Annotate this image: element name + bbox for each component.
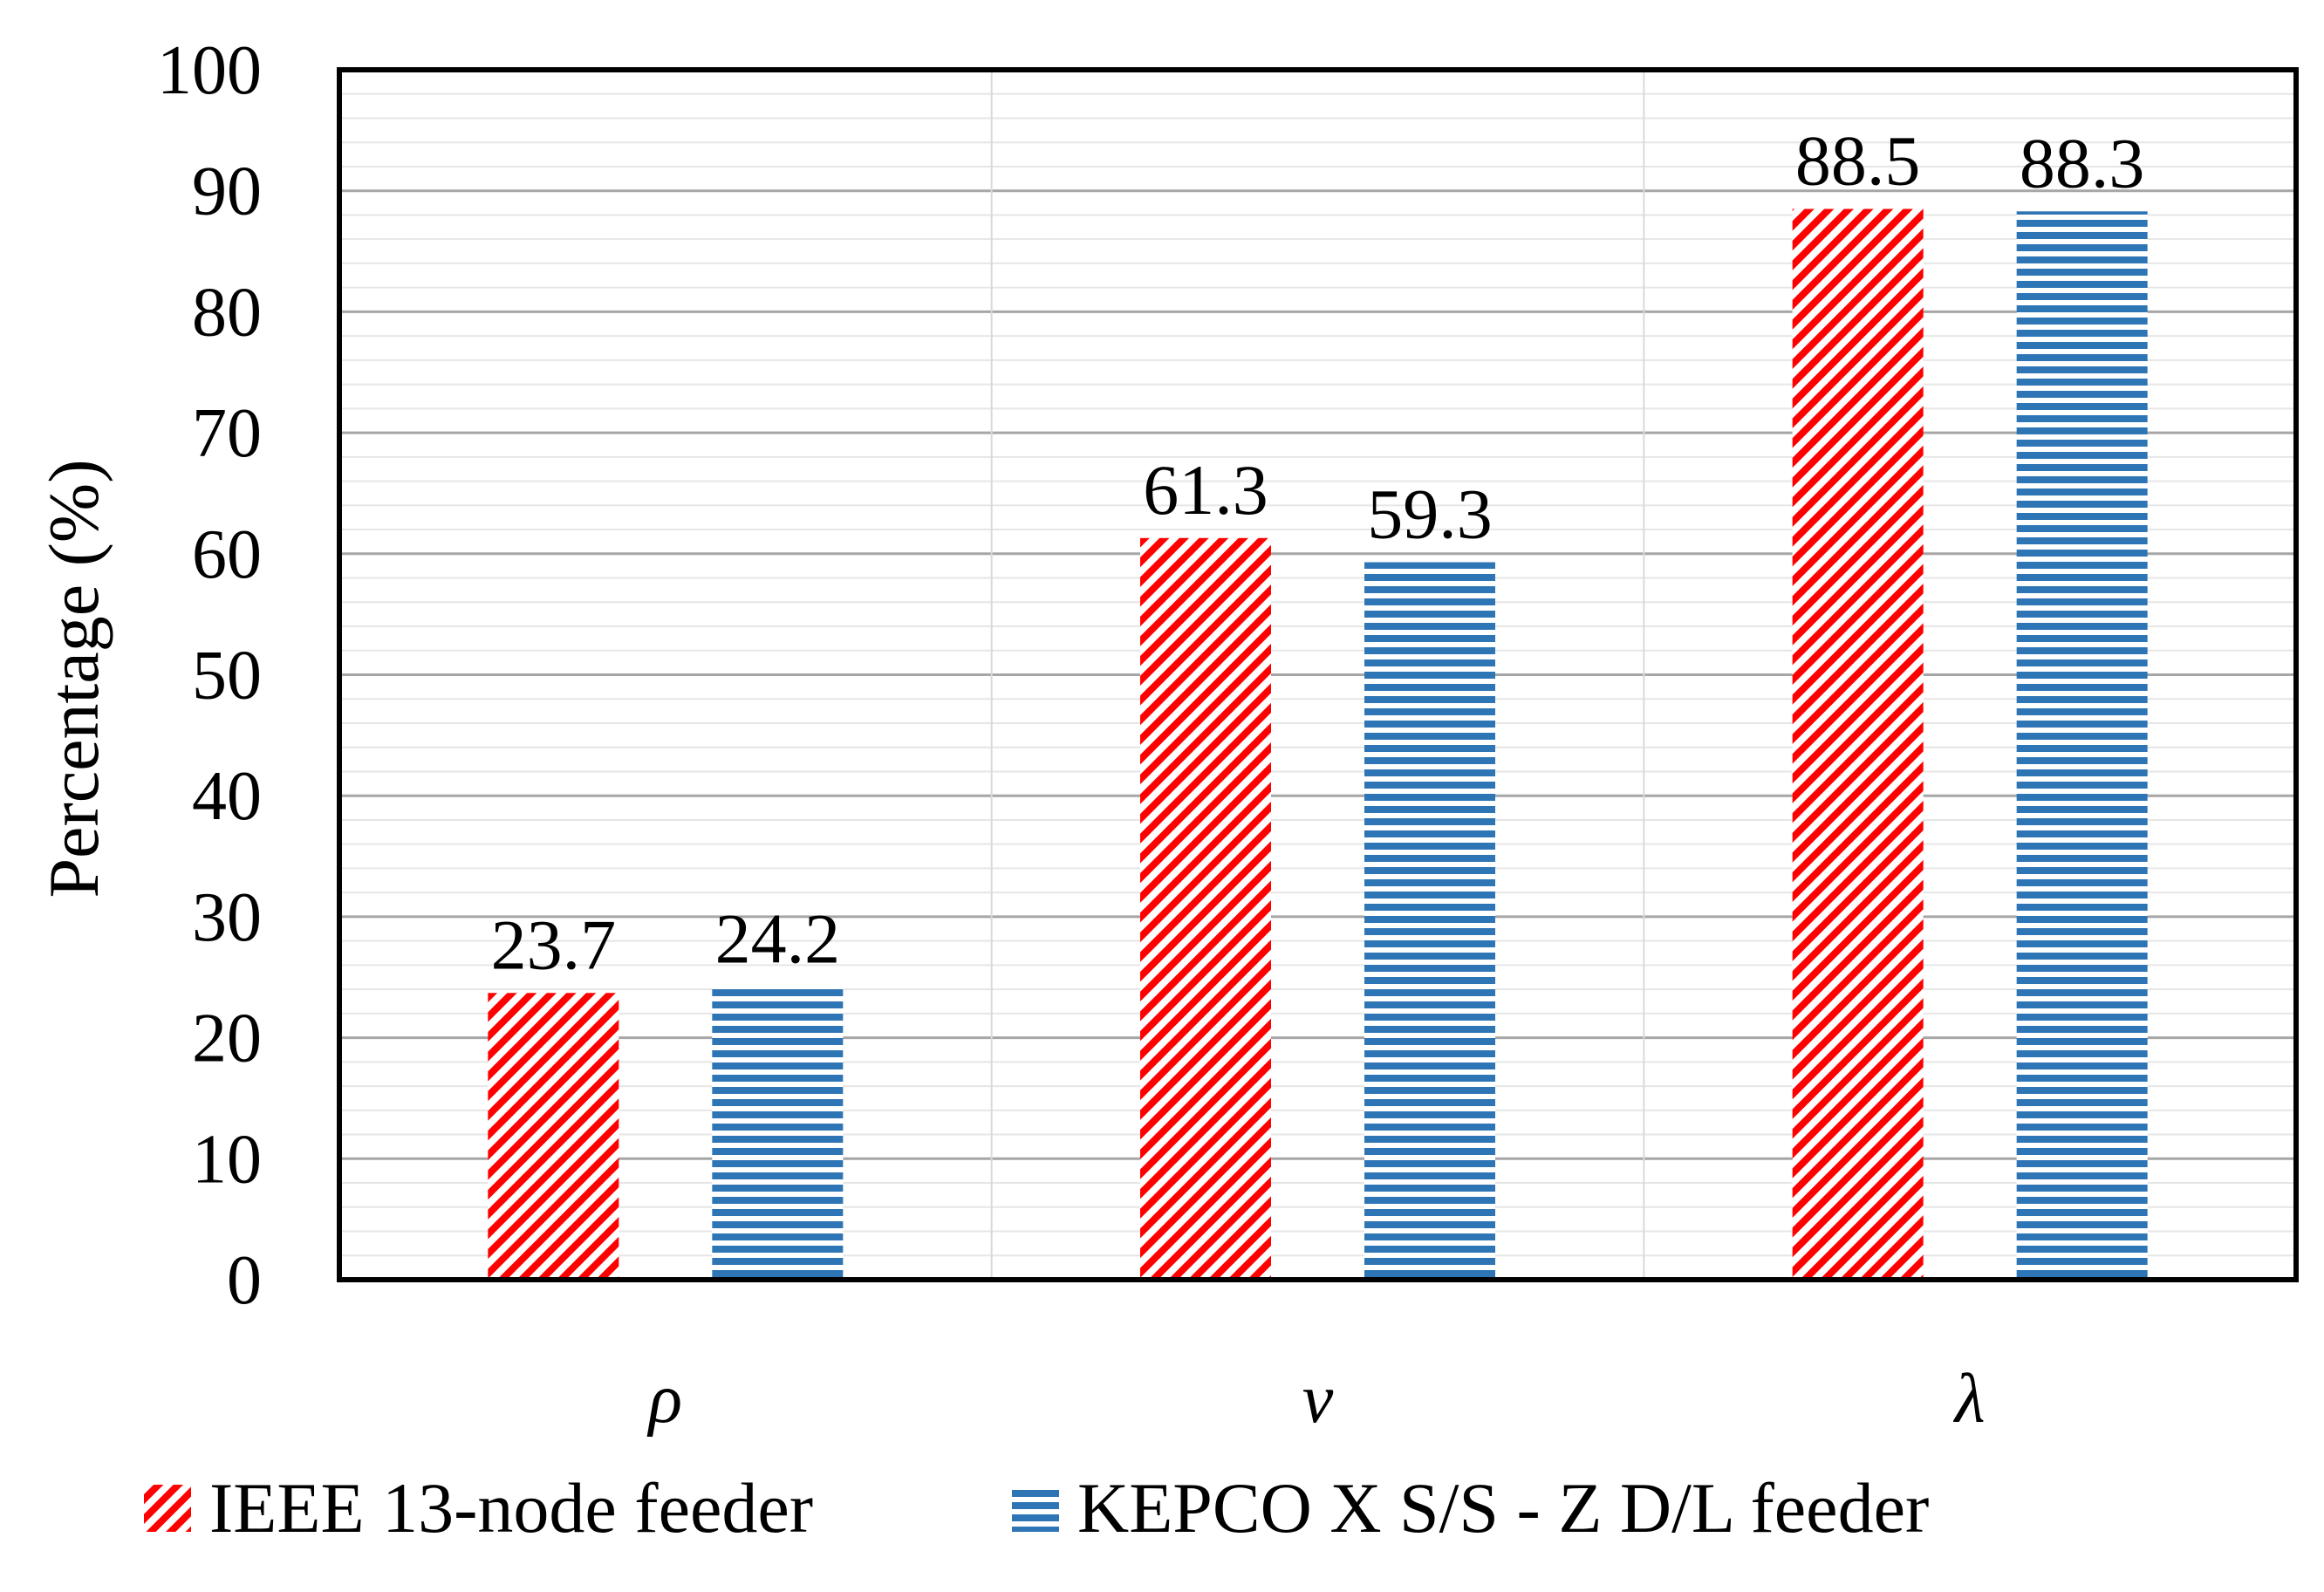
x-tick-label: λ <box>1953 1361 1986 1438</box>
data-label: 23.7 <box>491 905 617 984</box>
bar-kepco <box>712 987 844 1280</box>
bar-kepco <box>1364 562 1495 1280</box>
y-tick-label: 90 <box>192 154 262 230</box>
y-tick-label: 50 <box>192 638 262 714</box>
data-label: 88.3 <box>2020 123 2145 202</box>
legend-swatch-kepco <box>1012 1485 1059 1532</box>
y-tick-label: 80 <box>192 274 262 351</box>
y-tick-label: 100 <box>157 32 262 109</box>
bar-ieee <box>1140 537 1271 1280</box>
plot-frame <box>337 67 2299 1282</box>
data-label: 61.3 <box>1143 450 1268 530</box>
data-label: 88.5 <box>1795 121 1921 201</box>
y-tick-label: 20 <box>192 1001 262 1077</box>
major-gridlines <box>339 189 2296 1160</box>
x-tick-label: ρ <box>646 1361 682 1438</box>
bar-kepco <box>2016 211 2148 1280</box>
y-tick-label: 40 <box>192 758 262 835</box>
y-tick-label: 0 <box>227 1242 262 1319</box>
bar-ieee <box>1792 208 1924 1280</box>
legend: IEEE 13-node feeder KEPCO X S/S - Z D/L … <box>144 1468 1929 1548</box>
x-tick-label: v <box>1302 1361 1334 1438</box>
y-tick-label: 70 <box>192 395 262 472</box>
legend-swatch-ieee <box>144 1485 191 1532</box>
y-tick-label: 60 <box>192 516 262 593</box>
data-label: 24.2 <box>715 898 841 978</box>
y-axis-title: Percentage (%) <box>34 459 113 898</box>
legend-label-kepco: KEPCO X S/S - Z D/L feeder <box>1077 1468 1929 1548</box>
y-tick-label: 30 <box>192 879 262 956</box>
legend-label-ieee: IEEE 13-node feeder <box>209 1468 813 1548</box>
data-labels: 23.7 24.2 61.3 59.3 88.5 88.3 <box>491 121 2145 985</box>
bars <box>488 208 2148 1280</box>
minor-gridlines <box>339 92 2296 1257</box>
category-dividers <box>990 70 1645 1280</box>
y-tick-labels: 0 10 20 30 40 50 60 70 80 90 100 <box>157 32 262 1319</box>
data-label: 59.3 <box>1367 475 1493 554</box>
y-tick-label: 10 <box>192 1121 262 1198</box>
bar-ieee <box>488 993 619 1280</box>
